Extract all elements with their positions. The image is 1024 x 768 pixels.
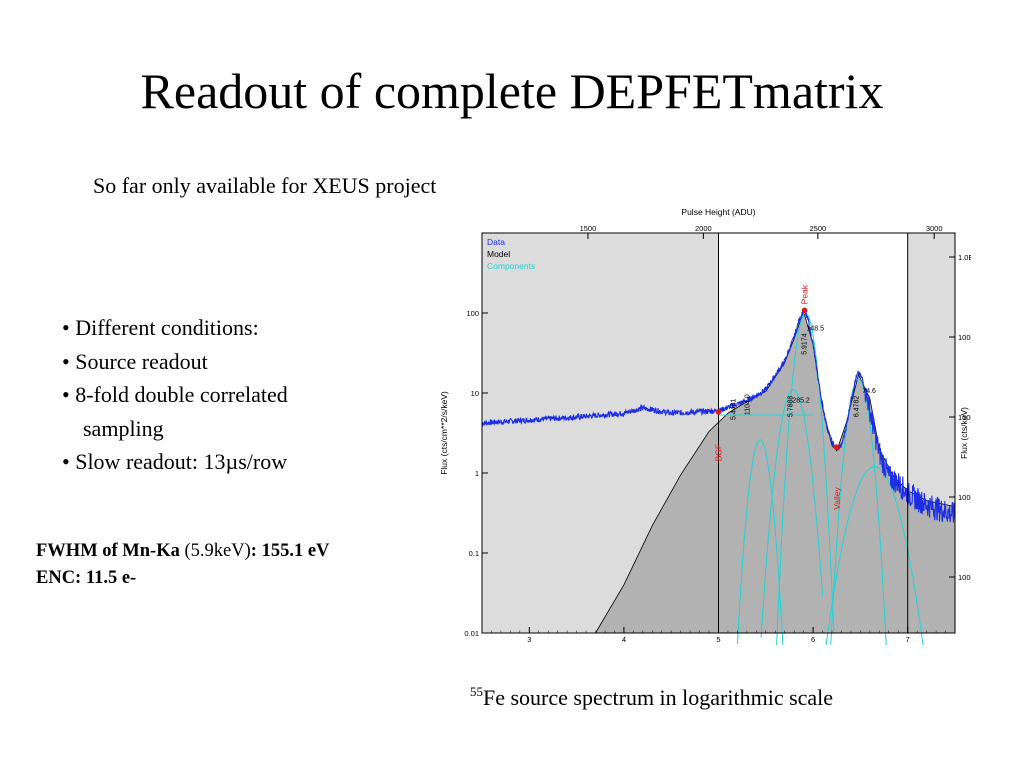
annotation-label: 5.9174 (802, 333, 809, 355)
marker-label: Valley (832, 486, 842, 509)
marker-label: BGF (714, 444, 724, 461)
right-tick-label: 10000 (958, 493, 971, 502)
annotation-label: 148.5 (807, 326, 825, 333)
annotation-label: 6.4782 (854, 396, 861, 418)
spectrum-chart: 3 4 5 6 7 Pulse Height (ADU) 1500 2000 2500 3000 0… (439, 207, 971, 645)
result-block: FWHM of Mn-Ka (5.9keV): 155.1 eV ENC: 11… (36, 538, 329, 592)
right-tick-label: 1.0E+07 (958, 253, 971, 262)
slide-subtitle: So far only available for XEUS project (93, 173, 437, 198)
annotation-label: 1104.0 (745, 394, 752, 415)
top-axis-label: Pulse Height (ADU) (681, 207, 755, 217)
bullet-item: • Slow readout: 13µs/row (62, 449, 288, 474)
bullet-item: • 8-fold double correlated (62, 382, 288, 407)
fwhm-line: FWHM of Mn-Ka (5.9keV): 155.1 eV (36, 538, 329, 565)
caption-superscript: 55 (470, 684, 483, 699)
y-axis-label: Flux (cts/cm**2/s/keV) (439, 391, 449, 475)
annotation-label: 74.6 (862, 388, 876, 395)
y-tick-label: 1 (475, 469, 479, 478)
marker-point (715, 409, 722, 415)
marker-point (801, 307, 808, 314)
top-tick-label: 1500 (580, 224, 597, 233)
fwhm-label: FWHM of Mn-Ka (36, 541, 180, 561)
component-line (776, 312, 835, 645)
x-tick-label: 6 (811, 635, 815, 644)
annotation-label: 5.7888 (787, 396, 794, 418)
marker-label: Peak (800, 284, 810, 304)
bullet-item-continuation: sampling (83, 415, 164, 441)
bullet-item: • Different conditions: (62, 315, 259, 340)
y-tick-label: 0.1 (469, 549, 479, 558)
enc-line: ENC: 11.5 e- (36, 568, 137, 588)
legend-entry: Components (487, 261, 535, 271)
fwhm-energy: (5.9keV) (179, 541, 251, 561)
annotation-label: 285.2 (792, 398, 810, 405)
right-tick-label: 1000 (958, 573, 971, 582)
bullet-item: • Source readout (62, 348, 208, 374)
right-tick-label: 1000000 (958, 333, 971, 342)
x-tick-label: 3 (527, 635, 531, 644)
x-tick-label: 4 (622, 635, 626, 644)
slide-title: Readout of complete DEPFETmatrix (140, 63, 884, 119)
fwhm-value: : 155.1 eV (250, 541, 330, 561)
component-line (736, 439, 784, 645)
x-tick-label: 7 (906, 635, 910, 644)
x-tick-label: 5 (716, 635, 720, 644)
top-tick-label: 2000 (695, 224, 712, 233)
right-tick-label: 100000 (958, 413, 971, 422)
figure-caption: 55Fe source spectrum in logarithmic scal… (470, 684, 833, 711)
annotation-label: 5.4431 (731, 398, 738, 420)
legend-entry: Model (487, 249, 510, 259)
top-tick-label: 3000 (926, 224, 943, 233)
y-tick-label: 0.01 (464, 629, 479, 638)
component-line (825, 466, 924, 645)
bullet-list: • Different conditions: • Source readout… (62, 311, 288, 479)
caption-text: Fe source spectrum in logarithmic scale (483, 685, 834, 710)
legend-entry: Data (487, 237, 505, 247)
top-tick-label: 2500 (809, 224, 826, 233)
right-axis-label: Flux (cts/keV) (959, 407, 969, 459)
component-line (830, 378, 887, 645)
marker-point (833, 444, 840, 451)
y-tick-label: 10 (471, 389, 479, 398)
y-tick-label: 100 (466, 309, 479, 318)
